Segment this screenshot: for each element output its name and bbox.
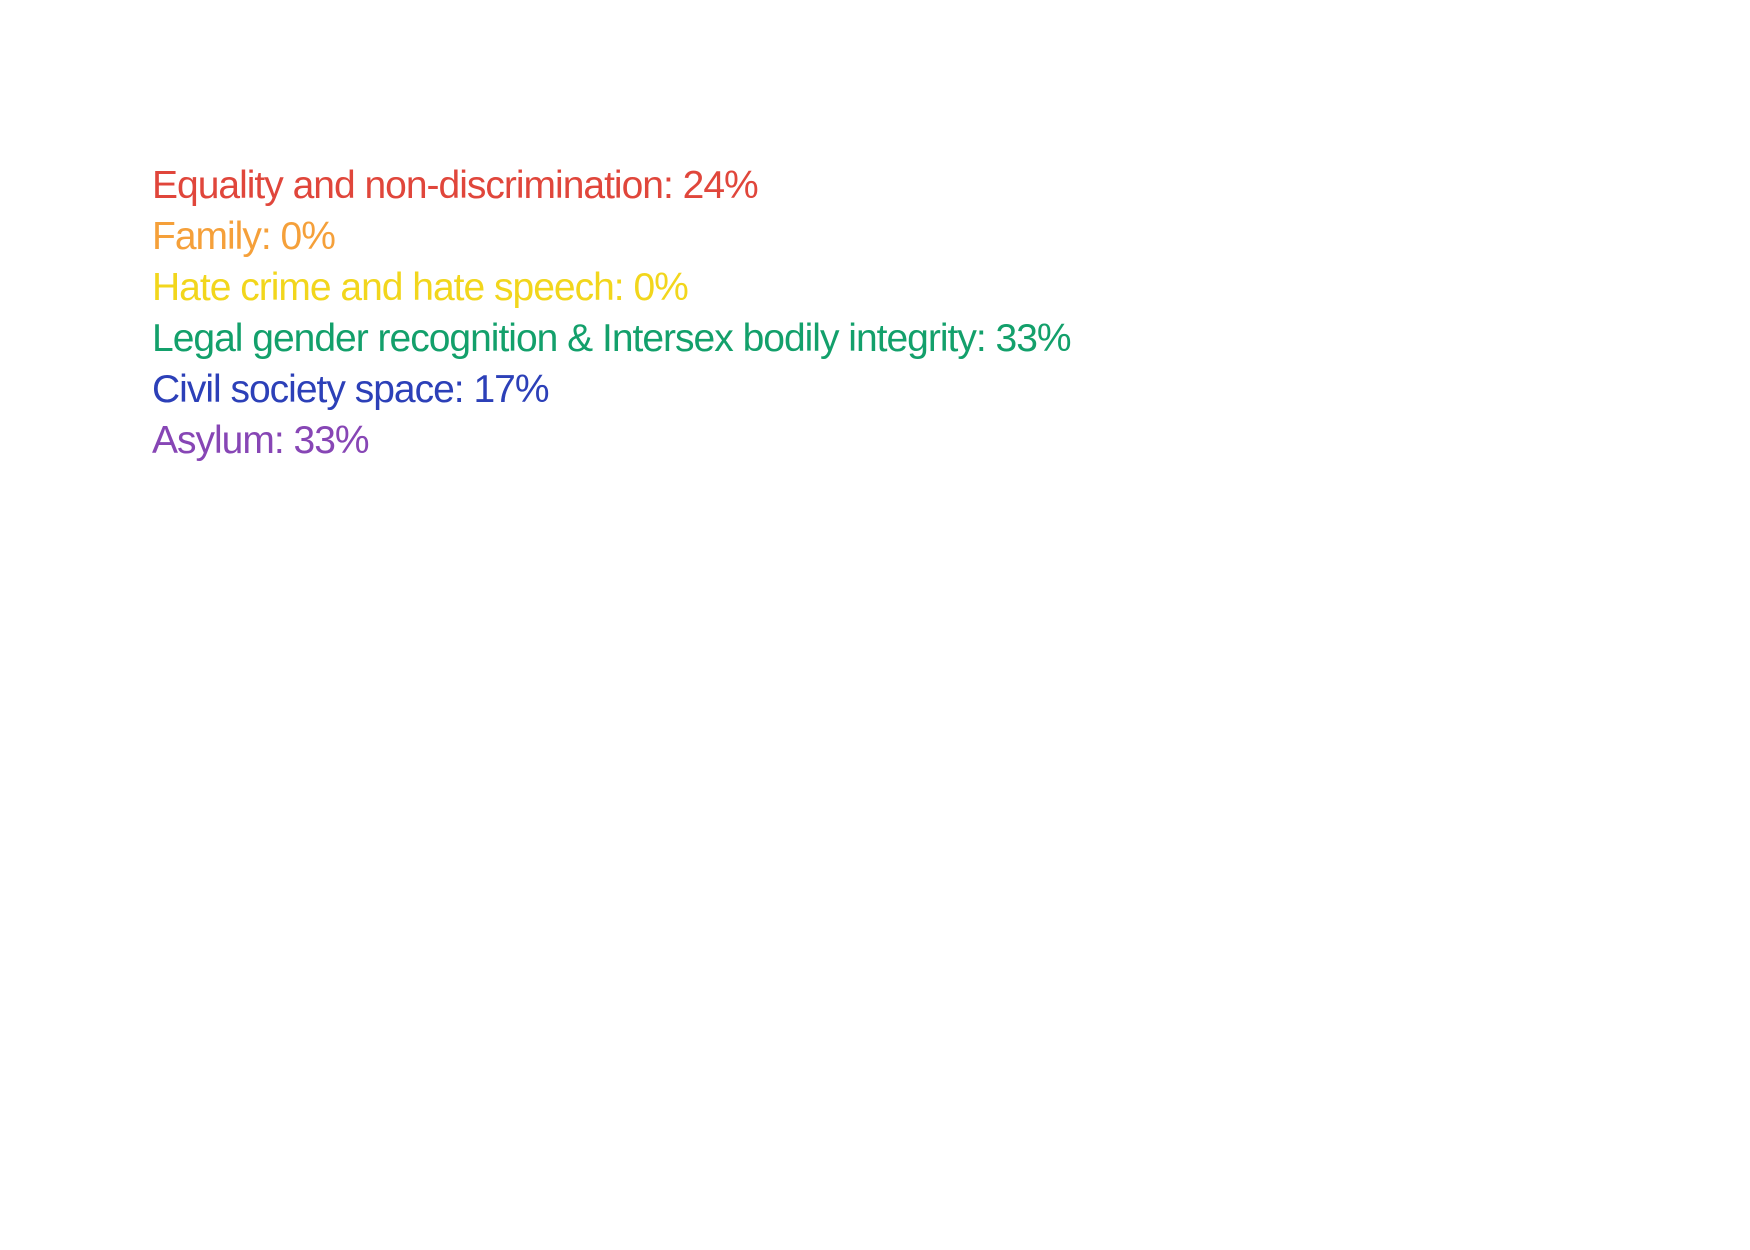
category-score-list: Equality and non-discrimination: 24% Fam… [152,160,1072,466]
category-civil-society-space: Civil society space: 17% [152,368,550,411]
category-equality: Equality and non-discrimination: 24% [152,164,759,207]
category-family: Family: 0% [152,215,336,258]
category-legal-gender-recognition: Legal gender recognition & Intersex bodi… [152,317,1072,360]
category-hate-crime: Hate crime and hate speech: 0% [152,266,689,309]
category-asylum: Asylum: 33% [152,419,370,462]
